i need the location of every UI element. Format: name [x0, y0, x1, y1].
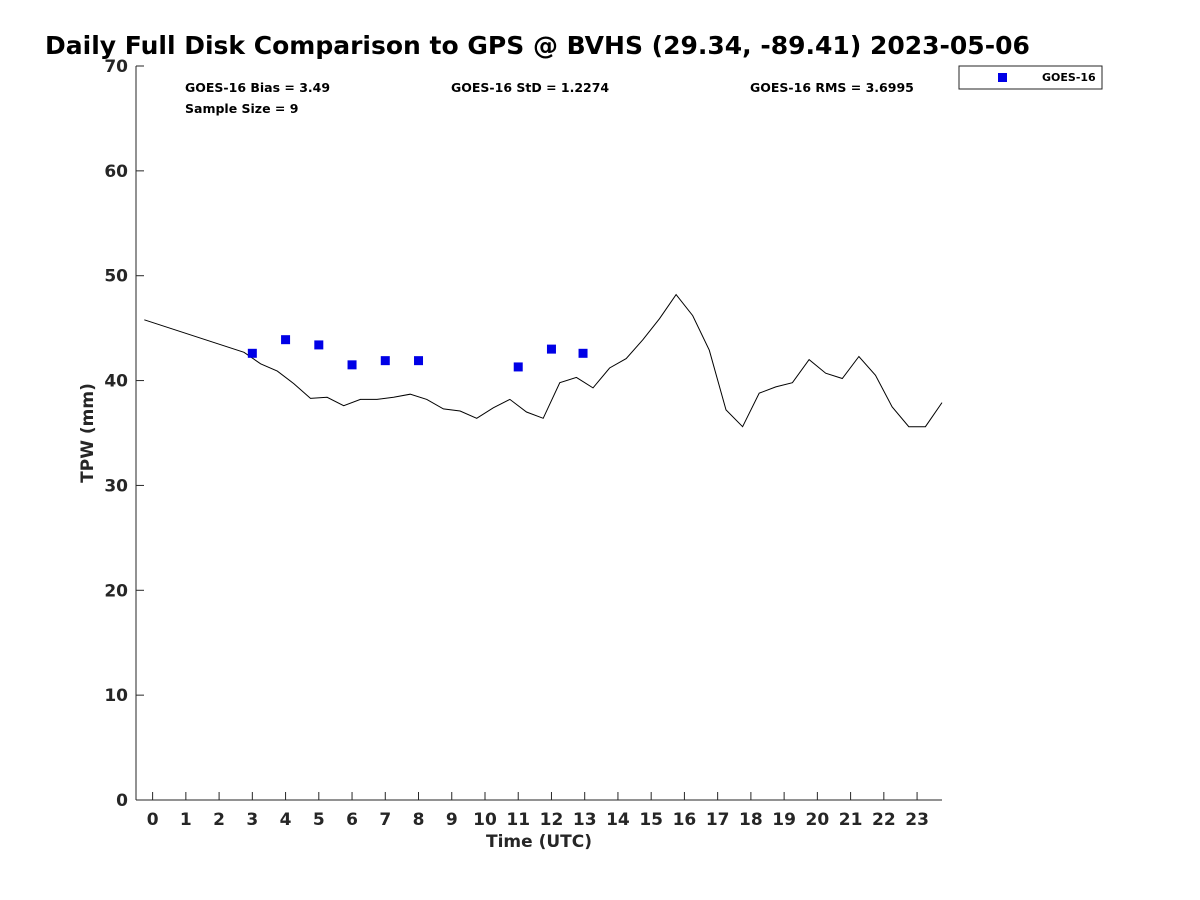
x-tick-label: 13	[573, 810, 597, 830]
x-tick-label: 15	[639, 810, 663, 830]
goes16-point	[380, 356, 390, 366]
y-tick-label: 50	[104, 267, 128, 287]
gps-line-series	[144, 293, 943, 428]
goes16-point	[513, 362, 523, 372]
x-tick-label: 14	[606, 810, 630, 830]
y-ticks: 0 10 20 30 40 50 60 70	[104, 57, 144, 811]
x-tick-label: 1	[180, 810, 192, 830]
x-tick-label: 12	[540, 810, 564, 830]
x-tick-label: 5	[313, 810, 325, 830]
x-axis-label: Time (UTC)	[486, 832, 592, 852]
goes16-point	[546, 344, 556, 354]
x-tick-label: 6	[346, 810, 358, 830]
y-tick-label: 40	[104, 372, 128, 392]
rms-stat: GOES-16 RMS = 3.6995	[750, 80, 914, 95]
sample-size-stat: Sample Size = 9	[185, 101, 298, 116]
x-tick-label: 10	[473, 810, 497, 830]
x-tick-label: 23	[905, 810, 929, 830]
goes16-point	[314, 340, 324, 350]
x-tick-label: 16	[673, 810, 697, 830]
y-tick-label: 10	[104, 686, 128, 706]
goes16-point	[247, 348, 257, 358]
x-tick-label: 21	[839, 810, 863, 830]
x-tick-label: 0	[147, 810, 159, 830]
legend-label-goes16: GOES-16	[1042, 71, 1096, 84]
y-tick-label: 20	[104, 581, 128, 601]
goes16-point	[281, 335, 291, 345]
y-axis-label: TPW (mm)	[78, 383, 98, 483]
x-tick-label: 17	[706, 810, 730, 830]
y-tick-label: 0	[116, 791, 128, 811]
y-tick-label: 30	[104, 476, 128, 496]
bias-stat: GOES-16 Bias = 3.49	[185, 80, 330, 95]
x-tick-label: 3	[246, 810, 258, 830]
goes16-point	[578, 348, 588, 358]
chart-title: Daily Full Disk Comparison to GPS @ BVHS…	[45, 31, 1030, 60]
gps-tpw-line	[144, 293, 943, 428]
x-tick-label: 22	[872, 810, 896, 830]
x-tick-label: 11	[506, 810, 530, 830]
x-tick-label: 7	[379, 810, 391, 830]
goes16-point	[414, 356, 424, 366]
std-stat: GOES-16 StD = 1.2274	[451, 80, 609, 95]
goes16-point	[347, 360, 357, 370]
x-tick-label: 19	[772, 810, 796, 830]
legend: GOES-16	[958, 65, 1103, 90]
x-tick-label: 8	[413, 810, 425, 830]
x-tick-label: 2	[213, 810, 225, 830]
y-tick-label: 70	[104, 57, 128, 77]
goes16-scatter-series	[247, 335, 588, 372]
x-tick-label: 9	[446, 810, 458, 830]
x-tick-label: 18	[739, 810, 763, 830]
legend-box	[958, 65, 1103, 90]
x-ticks: 0 1 2 3 4 5 6 7 8 9 10 11 12 13 14 15 16 17 18 19 20 21 22 23	[147, 792, 929, 830]
x-tick-label: 4	[280, 810, 292, 830]
y-tick-label: 60	[104, 162, 128, 182]
legend-marker-goes16	[998, 73, 1007, 82]
x-tick-label: 20	[806, 810, 830, 830]
